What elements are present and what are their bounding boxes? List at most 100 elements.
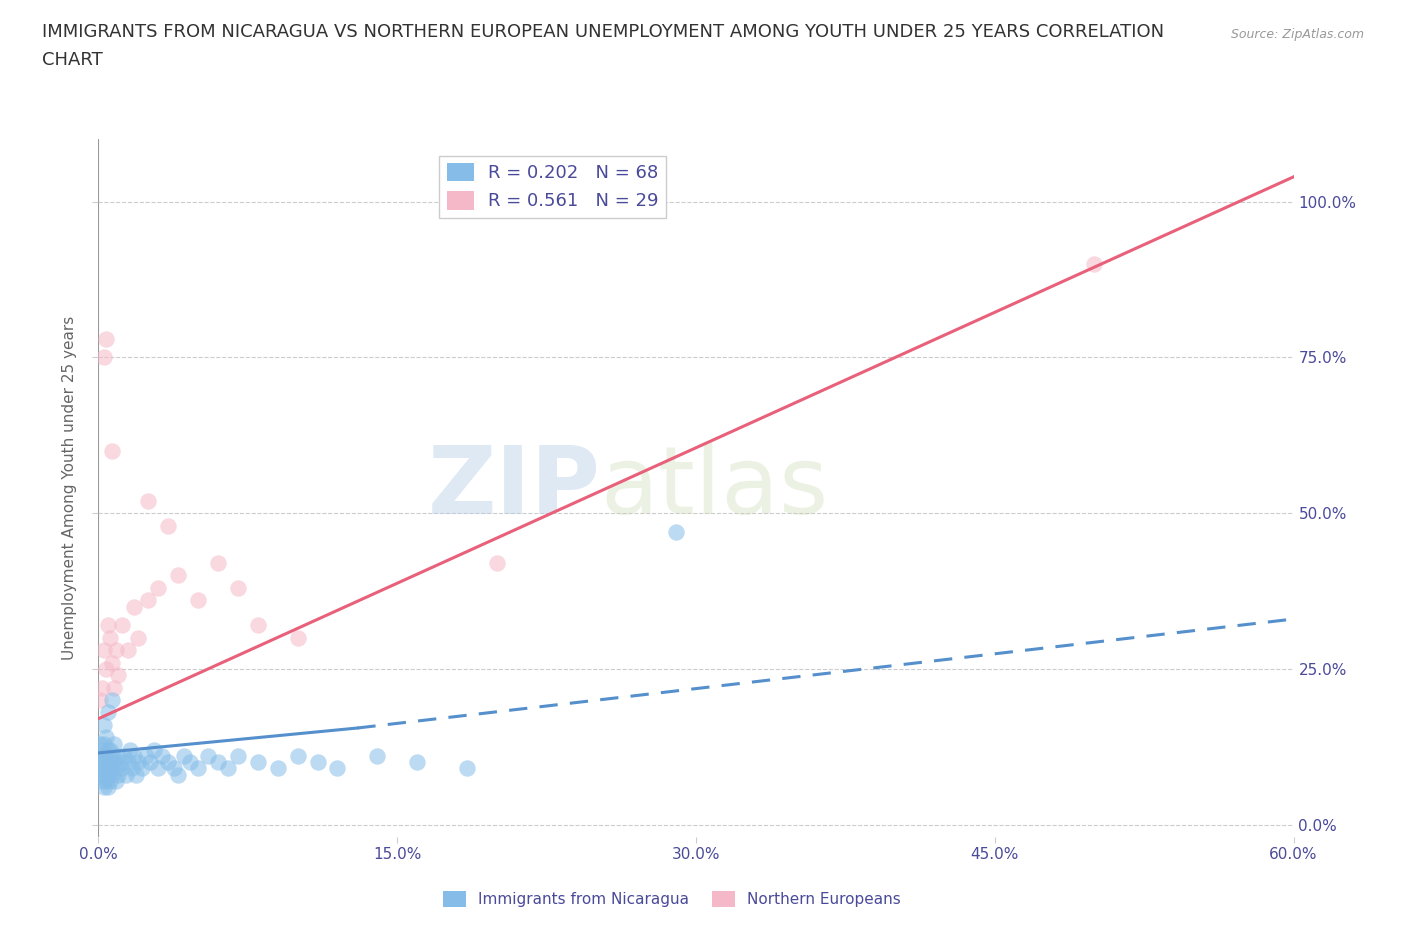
Point bbox=[150, 749, 173, 764]
Point bbox=[136, 493, 159, 508]
Point bbox=[89, 693, 111, 708]
Point bbox=[124, 749, 146, 764]
Point bbox=[107, 749, 129, 764]
Point bbox=[96, 774, 118, 789]
Point bbox=[287, 749, 309, 764]
Text: CHART: CHART bbox=[42, 51, 103, 69]
Point bbox=[96, 661, 118, 676]
Legend: Immigrants from Nicaragua, Northern Europeans: Immigrants from Nicaragua, Northern Euro… bbox=[437, 884, 907, 913]
Text: Source: ZipAtlas.com: Source: ZipAtlas.com bbox=[1230, 28, 1364, 41]
Point bbox=[406, 755, 429, 770]
Point bbox=[148, 580, 170, 595]
Point bbox=[100, 761, 122, 776]
Point bbox=[91, 742, 114, 757]
Point bbox=[135, 749, 157, 764]
Point bbox=[117, 643, 139, 658]
Point bbox=[91, 761, 114, 776]
Point bbox=[117, 755, 139, 770]
Point bbox=[96, 749, 118, 764]
Point bbox=[173, 749, 195, 764]
Point bbox=[101, 749, 124, 764]
Point bbox=[246, 618, 269, 632]
Text: ZIP: ZIP bbox=[427, 443, 600, 534]
Point bbox=[207, 555, 229, 570]
Point bbox=[157, 518, 180, 533]
Point bbox=[91, 774, 114, 789]
Point bbox=[246, 755, 269, 770]
Point bbox=[110, 755, 132, 770]
Point bbox=[89, 737, 111, 751]
Point bbox=[101, 767, 124, 782]
Point bbox=[217, 761, 239, 776]
Point bbox=[127, 755, 149, 770]
Point bbox=[143, 742, 166, 757]
Point bbox=[103, 755, 125, 770]
Point bbox=[93, 767, 115, 782]
Point bbox=[226, 749, 249, 764]
Point bbox=[97, 742, 120, 757]
Point bbox=[103, 737, 125, 751]
Point bbox=[93, 717, 115, 732]
Point bbox=[366, 749, 388, 764]
Point bbox=[89, 755, 111, 770]
Point bbox=[485, 555, 508, 570]
Point bbox=[1083, 257, 1105, 272]
Point bbox=[207, 755, 229, 770]
Point bbox=[93, 779, 115, 794]
Point bbox=[93, 350, 115, 365]
Point bbox=[107, 668, 129, 683]
Point bbox=[179, 755, 201, 770]
Point bbox=[665, 525, 688, 539]
Point bbox=[97, 705, 120, 720]
Point bbox=[112, 749, 135, 764]
Point bbox=[111, 761, 134, 776]
Point bbox=[97, 779, 120, 794]
Point bbox=[105, 761, 128, 776]
Point bbox=[187, 593, 209, 608]
Point bbox=[111, 618, 134, 632]
Point bbox=[125, 767, 148, 782]
Point bbox=[136, 593, 159, 608]
Point bbox=[139, 755, 162, 770]
Point bbox=[163, 761, 186, 776]
Point bbox=[100, 631, 122, 645]
Text: IMMIGRANTS FROM NICARAGUA VS NORTHERN EUROPEAN UNEMPLOYMENT AMONG YOUTH UNDER 25: IMMIGRANTS FROM NICARAGUA VS NORTHERN EU… bbox=[42, 23, 1164, 41]
Point bbox=[456, 761, 478, 776]
Point bbox=[167, 568, 190, 583]
Point bbox=[105, 643, 128, 658]
Point bbox=[105, 774, 128, 789]
Point bbox=[307, 755, 329, 770]
Point bbox=[100, 755, 122, 770]
Point bbox=[326, 761, 349, 776]
Point bbox=[101, 693, 124, 708]
Point bbox=[97, 767, 120, 782]
Point bbox=[93, 737, 115, 751]
Point bbox=[101, 656, 124, 671]
Point bbox=[115, 767, 138, 782]
Point bbox=[167, 767, 190, 782]
Point bbox=[93, 643, 115, 658]
Point bbox=[226, 580, 249, 595]
Text: atlas: atlas bbox=[600, 443, 828, 534]
Point bbox=[96, 761, 118, 776]
Point bbox=[131, 761, 153, 776]
Point bbox=[197, 749, 219, 764]
Point bbox=[267, 761, 290, 776]
Point bbox=[148, 761, 170, 776]
Point bbox=[103, 680, 125, 695]
Point bbox=[187, 761, 209, 776]
Point bbox=[91, 749, 114, 764]
Point bbox=[157, 755, 180, 770]
Point bbox=[91, 680, 114, 695]
Point bbox=[89, 767, 111, 782]
Point bbox=[100, 742, 122, 757]
Point bbox=[287, 631, 309, 645]
Point bbox=[93, 755, 115, 770]
Y-axis label: Unemployment Among Youth under 25 years: Unemployment Among Youth under 25 years bbox=[62, 316, 77, 660]
Point bbox=[121, 761, 143, 776]
Point bbox=[107, 767, 129, 782]
Point bbox=[101, 444, 124, 458]
Point bbox=[127, 631, 149, 645]
Point bbox=[100, 774, 122, 789]
Point bbox=[96, 730, 118, 745]
